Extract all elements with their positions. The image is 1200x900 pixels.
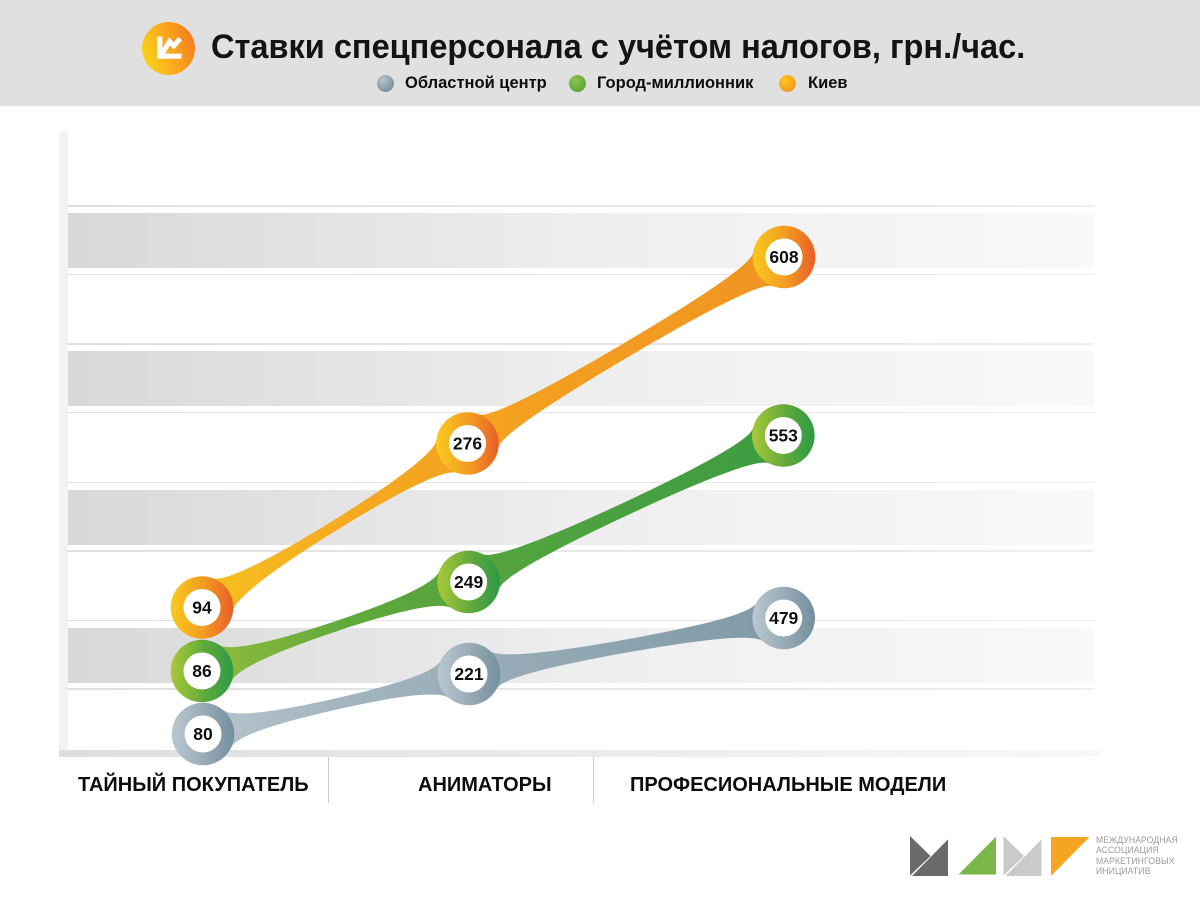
svg-text:479: 479	[769, 608, 798, 628]
svg-text:608: 608	[769, 247, 798, 267]
svg-text:221: 221	[454, 664, 483, 684]
svg-text:249: 249	[454, 572, 483, 592]
svg-text:276: 276	[453, 434, 482, 454]
svg-text:94: 94	[192, 598, 212, 618]
svg-text:80: 80	[193, 724, 213, 744]
svg-text:86: 86	[192, 661, 212, 681]
svg-text:553: 553	[769, 426, 798, 446]
